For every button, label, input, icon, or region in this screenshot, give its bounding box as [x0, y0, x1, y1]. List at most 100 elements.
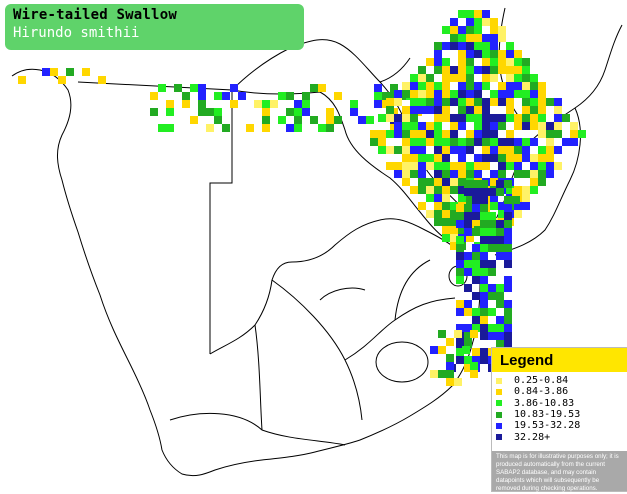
occurrence-cell — [466, 146, 474, 154]
occurrence-cell — [466, 106, 474, 114]
occurrence-cell — [546, 154, 554, 162]
occurrence-cell — [498, 58, 506, 66]
occurrence-cell — [482, 58, 490, 66]
occurrence-cell — [570, 122, 578, 130]
occurrence-cell — [514, 82, 522, 90]
legend-item: 10.83-19.53 — [496, 409, 627, 420]
occurrence-cell — [530, 162, 538, 170]
occurrence-cell — [456, 260, 464, 268]
occurrence-cell — [498, 162, 506, 170]
occurrence-cell — [530, 138, 538, 146]
occurrence-cell — [482, 146, 490, 154]
occurrence-cell — [480, 276, 488, 284]
occurrence-cell — [286, 124, 294, 132]
occurrence-cell — [530, 106, 538, 114]
occurrence-cell — [522, 106, 530, 114]
occurrence-cell — [538, 98, 546, 106]
occurrence-cell — [490, 74, 498, 82]
occurrence-cell — [538, 90, 546, 98]
occurrence-cell — [450, 202, 458, 210]
occurrence-cell — [480, 244, 488, 252]
occurrence-cell — [450, 98, 458, 106]
occurrence-cell — [480, 196, 488, 204]
occurrence-cell — [488, 284, 496, 292]
occurrence-cell — [82, 68, 90, 76]
occurrence-cell — [442, 186, 450, 194]
occurrence-cell — [514, 146, 522, 154]
occurrence-cell — [480, 180, 488, 188]
legend-swatch — [496, 400, 502, 407]
occurrence-cell — [442, 58, 450, 66]
occurrence-cell — [450, 210, 458, 218]
occurrence-cell — [538, 82, 546, 90]
occurrence-cell — [442, 66, 450, 74]
legend-label: 19.53-32.28 — [514, 420, 581, 432]
occurrence-cell — [504, 340, 512, 348]
occurrence-cell — [490, 98, 498, 106]
occurrence-cell — [326, 124, 334, 132]
occurrence-cell — [498, 202, 506, 210]
occurrence-cell — [410, 98, 418, 106]
occurrence-cell — [474, 42, 482, 50]
occurrence-cell — [394, 114, 402, 122]
occurrence-cell — [410, 186, 418, 194]
occurrence-cell — [464, 228, 472, 236]
occurrence-cell — [496, 236, 504, 244]
occurrence-cell — [506, 74, 514, 82]
occurrence-cells — [18, 10, 586, 386]
occurrence-cell — [374, 100, 382, 108]
occurrence-cell — [562, 138, 570, 146]
occurrence-cell — [434, 202, 442, 210]
occurrence-cell — [450, 218, 458, 226]
occurrence-cell — [504, 196, 512, 204]
occurrence-cell — [446, 362, 454, 370]
occurrence-cell — [546, 162, 554, 170]
occurrence-cell — [488, 308, 496, 316]
occurrence-cell — [474, 106, 482, 114]
occurrence-cell — [464, 220, 472, 228]
occurrence-cell — [474, 90, 482, 98]
occurrence-cell — [426, 154, 434, 162]
occurrence-cell — [472, 356, 480, 364]
occurrence-cell — [522, 90, 530, 98]
occurrence-cell — [418, 186, 426, 194]
occurrence-cell — [418, 122, 426, 130]
occurrence-cell — [506, 42, 514, 50]
occurrence-cell — [402, 162, 410, 170]
occurrence-cell — [490, 202, 498, 210]
occurrence-cell — [504, 308, 512, 316]
occurrence-cell — [474, 138, 482, 146]
occurrence-cell — [496, 300, 504, 308]
occurrence-cell — [482, 106, 490, 114]
occurrence-cell — [498, 154, 506, 162]
occurrence-cell — [474, 10, 482, 18]
occurrence-cell — [402, 154, 410, 162]
occurrence-cell — [458, 146, 466, 154]
occurrence-cell — [546, 122, 554, 130]
occurrence-cell — [262, 124, 270, 132]
occurrence-cell — [480, 220, 488, 228]
occurrence-cell — [504, 236, 512, 244]
occurrence-cell — [442, 170, 450, 178]
legend-disclaimer: This map is for illustrative purposes on… — [492, 451, 627, 492]
occurrence-cell — [474, 66, 482, 74]
occurrence-cell — [418, 98, 426, 106]
occurrence-cell — [456, 244, 464, 252]
occurrence-cell — [472, 196, 480, 204]
occurrence-cell — [378, 130, 386, 138]
occurrence-cell — [506, 98, 514, 106]
occurrence-cell — [426, 162, 434, 170]
occurrence-cell — [378, 138, 386, 146]
legend-heading: Legend — [492, 348, 627, 372]
occurrence-cell — [498, 122, 506, 130]
occurrence-cell — [450, 114, 458, 122]
occurrence-cell — [504, 204, 512, 212]
occurrence-cell — [442, 162, 450, 170]
occurrence-cell — [386, 114, 394, 122]
occurrence-cell — [458, 106, 466, 114]
occurrence-cell — [490, 146, 498, 154]
occurrence-cell — [504, 324, 512, 332]
occurrence-cell — [326, 108, 334, 116]
occurrence-cell — [458, 114, 466, 122]
occurrence-cell — [310, 84, 318, 92]
